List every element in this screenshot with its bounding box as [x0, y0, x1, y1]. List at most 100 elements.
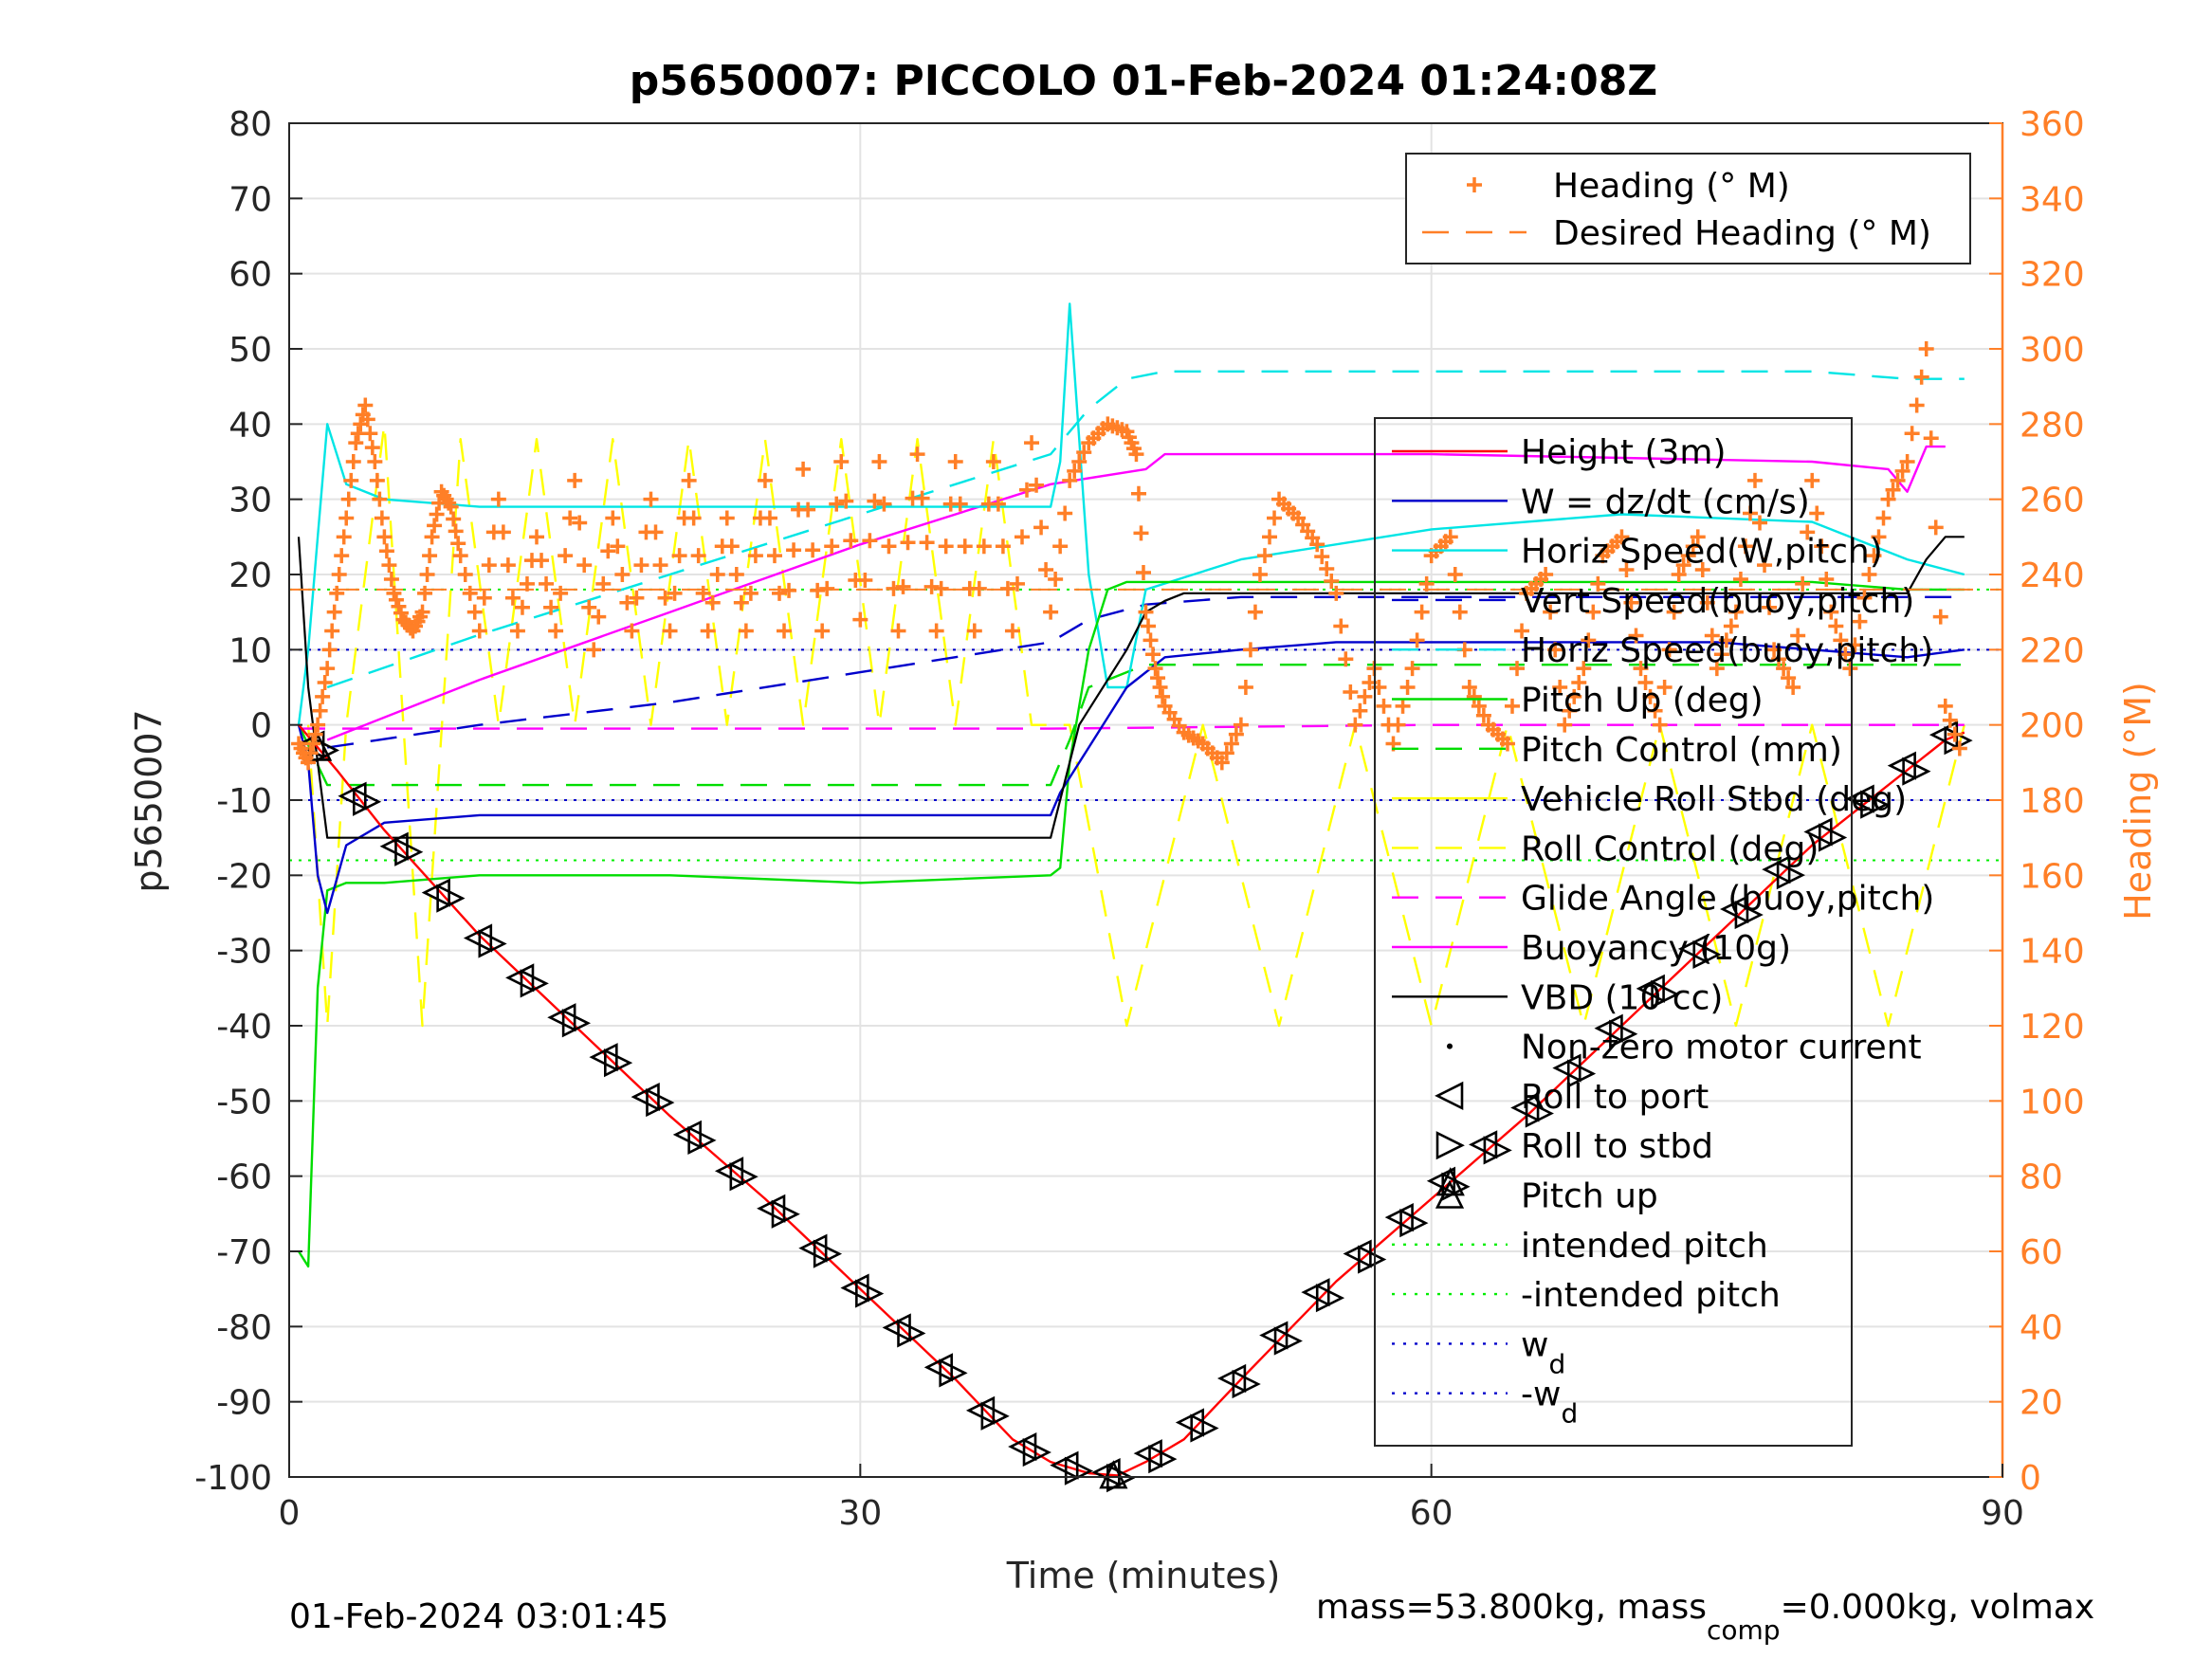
roll-to-stbd-marker [561, 1009, 592, 1038]
heading-marker [1514, 623, 1530, 639]
heading-marker [1328, 585, 1344, 601]
heading-marker [1143, 632, 1159, 648]
heading-marker [1904, 426, 1920, 442]
heading-marker [662, 623, 678, 639]
main-legend-label: W = dz/dt (cm/s) [1521, 483, 1810, 521]
heading-marker [1875, 510, 1892, 526]
horiz-speed-w-line [297, 302, 1965, 725]
pitch-up-marker [1435, 1167, 1465, 1196]
heading-marker [1618, 562, 1635, 578]
footer-mass-part1: mass=53.800kg, mass [1316, 1588, 1707, 1627]
roll-to-stbd-marker [855, 1279, 885, 1308]
heading-marker [1718, 632, 1734, 648]
heading-marker [1029, 477, 1045, 493]
heading-marker [614, 567, 631, 582]
heading-legend-box [1405, 153, 1971, 264]
heading-marker [374, 510, 390, 526]
heading-marker [1781, 670, 1797, 686]
x-tick-label: 30 [838, 1494, 882, 1533]
heading-marker [928, 623, 944, 639]
heading-marker [704, 594, 721, 611]
heading-marker [1866, 548, 1882, 564]
heading-marker [576, 557, 593, 574]
heading-marker [733, 594, 749, 611]
roll-to-stbd-marker [1232, 1369, 1261, 1399]
heading-marker [1709, 661, 1725, 677]
heading-marker [1746, 472, 1763, 488]
heading-marker [633, 557, 649, 574]
heading-marker [1728, 604, 1744, 620]
heading-marker [1547, 642, 1563, 658]
heading-marker [719, 510, 735, 526]
heading-marker [312, 702, 328, 719]
legends: Heading (° M) Desired Heading (° M) Height… [1374, 153, 1971, 1447]
roll-to-stbd-marker [1525, 1099, 1554, 1128]
heading-marker [1871, 529, 1887, 545]
roll-to-stbd-marker [771, 1199, 800, 1229]
roll-to-stbd-marker [1818, 823, 1848, 852]
roll-to-stbd-marker [1358, 1245, 1387, 1274]
heading-marker [742, 585, 759, 601]
heading-marker [886, 580, 902, 596]
heading-marker [1447, 567, 1463, 582]
heading-marker [605, 510, 621, 526]
x-tick-label: 90 [1981, 1494, 2024, 1533]
heading-marker [1590, 575, 1606, 592]
y-tick-label-left: 30 [229, 482, 272, 520]
heading-marker [338, 510, 355, 526]
main-legend-label: -intended pitch [1521, 1276, 1781, 1315]
heading-marker [471, 623, 487, 639]
heading-marker [315, 688, 331, 704]
pitch-control-line [297, 664, 1965, 787]
roll-control-line [306, 423, 1965, 1028]
roll-to-stbd-marker [729, 1162, 759, 1192]
y-tick-label-right: 60 [2020, 1233, 2063, 1272]
heading-marker [786, 542, 802, 558]
pitch-up-line [297, 580, 1965, 1268]
main-legend-sample [1435, 1081, 1464, 1111]
roll-to-stbd-marker [394, 837, 424, 866]
heading-marker [534, 553, 550, 569]
main-legend-label: Roll to port [1521, 1078, 1709, 1117]
y-tick-label-left: 20 [229, 556, 272, 595]
main-legend-label: Vert Speed(buoy,pitch) [1521, 582, 1914, 621]
y-tick-label-right: 340 [2020, 180, 2085, 219]
heading-marker [1147, 661, 1163, 677]
heading-marker [867, 493, 883, 509]
heading-marker [1442, 529, 1458, 545]
heading-marker [690, 548, 706, 564]
heading-marker [450, 536, 466, 552]
pitch-up-marker [1099, 1460, 1128, 1489]
heading-marker [1071, 454, 1088, 469]
heading-marker [307, 726, 323, 742]
heading-marker [1642, 688, 1658, 704]
x-axis-label: Time (minutes) [1006, 1555, 1281, 1596]
heading-marker [1009, 575, 1025, 592]
y-tick-label-left: 40 [229, 406, 272, 445]
heading-marker [723, 538, 740, 555]
heading-marker [1155, 688, 1171, 704]
heading-marker [976, 538, 992, 555]
footer-mass-sub: comp [1707, 1614, 1781, 1646]
heading-marker [1538, 567, 1554, 582]
heading-marker [1666, 604, 1682, 620]
heading-marker [302, 745, 319, 761]
main-legend-label: -wd [1521, 1376, 1578, 1430]
roll-to-stbd-marker [352, 787, 382, 816]
heading-marker [1004, 623, 1020, 639]
y-tick-label-right: 220 [2020, 631, 2085, 670]
heading-marker [367, 454, 383, 469]
heading-marker [1152, 680, 1168, 695]
heading-marker [1338, 651, 1354, 667]
heading-marker [1067, 463, 1083, 479]
heading-marker [919, 535, 935, 551]
heading-marker [419, 567, 435, 582]
heading-marker [1509, 661, 1526, 677]
roll-to-stbd-marker [1399, 1209, 1429, 1238]
heading-marker [876, 496, 892, 512]
y-tick-label-left: -80 [216, 1308, 272, 1347]
heading-marker [1145, 647, 1161, 663]
heading-marker [1757, 557, 1773, 574]
heading-marker [1461, 680, 1477, 695]
heading-marker [362, 426, 378, 442]
